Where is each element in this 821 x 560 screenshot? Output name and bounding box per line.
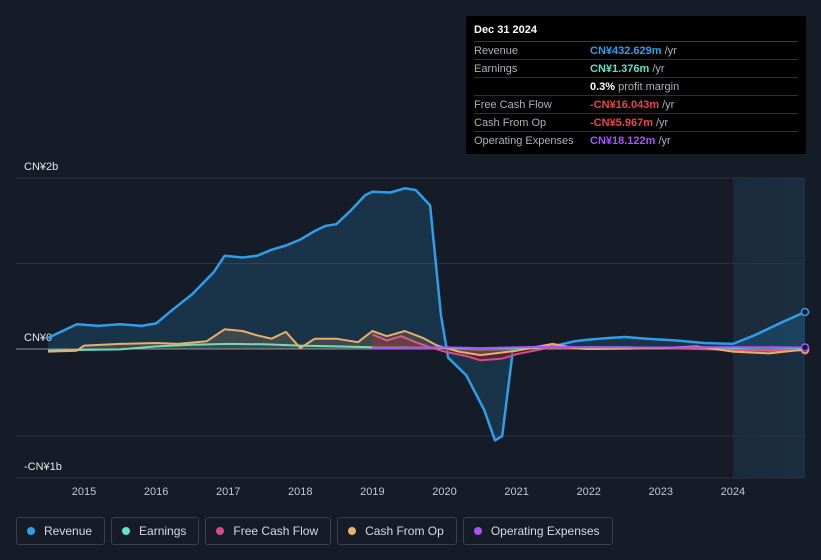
legend-dot-icon	[216, 527, 225, 535]
x-tick-label: 2024	[721, 486, 745, 498]
tooltip-value: -CN¥16.043m	[590, 99, 660, 111]
legend-item-earnings[interactable]: Earnings	[111, 517, 200, 545]
free-cash-flow-line	[372, 333, 806, 362]
x-tick-label: 2019	[360, 486, 384, 498]
legend-label: Free Cash Flow	[233, 524, 319, 538]
legend-label: Cash From Op	[365, 524, 444, 538]
data-tooltip: Dec 31 2024 Revenue CN¥432.629m /yr Earn…	[466, 16, 806, 154]
tooltip-value: CN¥1.376m	[590, 63, 650, 75]
tooltip-unit: /yr	[664, 45, 677, 57]
legend-item-revenue[interactable]: Revenue	[16, 517, 106, 545]
operating-expenses-line	[372, 345, 806, 350]
legend-label: Revenue	[44, 524, 93, 538]
x-tick-label: 2017	[216, 486, 240, 498]
x-tick-label: 2018	[288, 486, 312, 498]
tooltip-unit: /yr	[655, 117, 669, 129]
x-tick-label: 2016	[144, 486, 168, 498]
x-tick-label: 2022	[576, 486, 600, 498]
tooltip-label: Revenue	[474, 45, 519, 57]
revenue-line	[47, 187, 806, 442]
tooltip-label: Earnings	[474, 63, 518, 75]
legend-dot-icon	[473, 527, 482, 535]
tooltip-row-operating-expenses: Operating Expenses CN¥18.122m /yr	[474, 133, 798, 149]
tooltip-row-profit-margin: 0.3% profit margin	[474, 79, 798, 96]
tooltip-label: Free Cash Flow	[474, 99, 552, 111]
tooltip-value: -CN¥5.967m	[590, 117, 653, 129]
tooltip-date: Dec 31 2024	[474, 24, 798, 42]
x-tick-label: 2023	[649, 486, 673, 498]
legend-item-free-cash-flow[interactable]: Free Cash Flow	[205, 517, 332, 545]
y-tick-label: CN¥2b	[24, 161, 58, 173]
free-cash-flow-area	[372, 334, 805, 361]
legend-dot-icon	[122, 527, 131, 535]
x-tick-label: 2020	[432, 486, 456, 498]
legend-label: Earnings	[139, 524, 187, 538]
x-tick-label: 2015	[72, 486, 96, 498]
legend-label: Operating Expenses	[490, 524, 600, 538]
revenue-endpoint	[800, 307, 810, 317]
tooltip-unit: /yr	[662, 99, 675, 111]
tooltip-value: CN¥18.122m	[590, 135, 656, 147]
tooltip-value: 0.3%	[590, 81, 616, 93]
tooltip-unit: /yr	[658, 135, 671, 147]
legend-dot-icon	[348, 527, 357, 535]
tooltip-label: Cash From Op	[474, 117, 547, 129]
tooltip-row-revenue: Revenue CN¥432.629m /yr	[474, 43, 798, 60]
tooltip-row-cash-from-op: Cash From Op -CN¥5.967m /yr	[474, 115, 798, 132]
y-tick-label: -CN¥1b	[24, 461, 62, 473]
legend-item-cash-from-op[interactable]: Cash From Op	[337, 517, 457, 545]
tooltip-unit: profit margin	[618, 81, 680, 93]
tooltip-label	[474, 79, 590, 95]
chart-area: CN¥2b CN¥0 -CN¥1b 2015 2016 2017 2018 2019 2020 2…	[16, 161, 810, 498]
tooltip-row-free-cash-flow: Free Cash Flow -CN¥16.043m /yr	[474, 97, 798, 114]
cash-from-op-line	[47, 328, 806, 357]
tooltip-row-earnings: Earnings CN¥1.376m /yr	[474, 61, 798, 78]
tooltip-unit: /yr	[652, 63, 665, 75]
revenue-area	[48, 188, 805, 441]
chart-legend: Revenue Earnings Free Cash Flow Cash Fro…	[16, 517, 613, 547]
x-tick-label: 2021	[504, 486, 528, 498]
y-tick-label: CN¥0	[24, 332, 52, 344]
operating-expenses-endpoint	[800, 343, 810, 352]
legend-item-operating-expenses[interactable]: Operating Expenses	[462, 517, 613, 545]
legend-dot-icon	[27, 527, 35, 535]
tooltip-label: Operating Expenses	[474, 135, 574, 147]
tooltip-value: CN¥432.629m	[590, 45, 662, 57]
